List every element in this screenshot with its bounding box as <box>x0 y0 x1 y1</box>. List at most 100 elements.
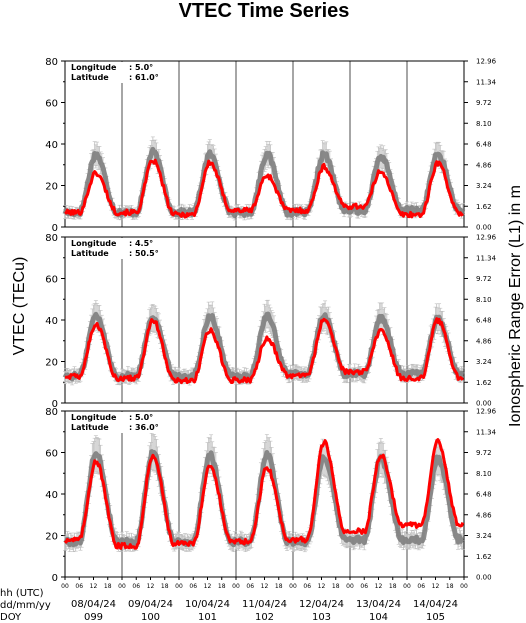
y-tick-label: 60 <box>45 99 58 110</box>
longitude-label: Longitude <box>71 63 117 72</box>
hour-tick-label: 00 <box>118 583 126 590</box>
doy-label: 103 <box>312 612 331 623</box>
hour-tick-label: 18 <box>446 583 454 590</box>
longitude-value: : 5.0° <box>129 63 153 72</box>
longitude-value: : 4.5° <box>129 239 153 248</box>
y2-tick-label: 3.24 <box>476 182 492 190</box>
y2-tick-label: 11.34 <box>476 254 497 262</box>
hour-tick-label: 12 <box>90 583 98 590</box>
station-info-box <box>66 62 168 83</box>
hour-tick-label: 06 <box>417 583 425 590</box>
hour-tick-label: 12 <box>318 583 326 590</box>
y2-tick-label: 12.96 <box>476 408 497 416</box>
date-label: 14/04/24 <box>413 599 458 610</box>
y-tick-label: 40 <box>45 316 58 327</box>
panel-frame <box>64 60 465 228</box>
latitude-label: Latitude <box>71 249 109 258</box>
doy-label: 099 <box>84 612 103 623</box>
hour-tick-label: 18 <box>275 583 283 590</box>
hour-tick-label: 06 <box>75 583 83 590</box>
hour-tick-label: 18 <box>218 583 226 590</box>
chart-title: VTEC Time Series <box>179 0 350 22</box>
y2-tick-label: 0.00 <box>476 400 492 408</box>
longitude-label: Longitude <box>71 413 117 422</box>
y-tick-label: 0 <box>52 399 58 410</box>
panels-group: 0 20 40 60 80 0.00 1.62 3.24 4.86 6.48 8.10 9.72 11.… <box>45 57 496 584</box>
y2-tick-label: 6.48 <box>476 141 492 149</box>
hour-tick-label: 12 <box>147 583 155 590</box>
latitude-label: Latitude <box>71 423 109 432</box>
doy-label: 102 <box>255 612 274 623</box>
y-tick-label: 40 <box>45 490 58 501</box>
hour-tick-label: 18 <box>104 583 112 590</box>
hh-row-label: hh (UTC) <box>0 588 44 599</box>
date-label: 08/04/24 <box>71 599 116 610</box>
y2-tick-label: 4.86 <box>476 337 492 345</box>
doy-label: 101 <box>198 612 217 623</box>
current-series <box>63 438 465 550</box>
station-info-box <box>66 238 168 259</box>
date-row-label: dd/mm/yy <box>0 600 51 611</box>
y2-tick-label: 4.86 <box>476 511 492 519</box>
longitude-label: Longitude <box>71 239 117 248</box>
y-tick-label: 20 <box>45 182 58 193</box>
y2-tick-label: 0.00 <box>476 574 492 582</box>
hour-tick-label: 00 <box>61 583 69 590</box>
panel-frame <box>64 410 465 578</box>
bottom-axis-group: hh (UTC) dd/mm/yy DOY 00 06 12 18 08/04/24 09… <box>0 577 468 623</box>
date-label: 10/04/24 <box>185 599 230 610</box>
y2-tick-label: 8.10 <box>476 120 492 128</box>
hour-tick-label: 12 <box>204 583 212 590</box>
panel-1: 0 20 40 60 80 0.00 1.62 3.24 4.86 6.48 8.10 9.72 11.… <box>45 57 496 234</box>
y2-tick-label: 4.86 <box>476 161 492 169</box>
y-axis-label: VTEC (TECu) <box>11 257 28 356</box>
y2-tick-label: 1.62 <box>476 553 492 561</box>
doy-label: 104 <box>369 612 388 623</box>
y2-tick-label: 9.72 <box>476 99 492 107</box>
hour-tick-label: 06 <box>189 583 197 590</box>
hour-tick-label: 00 <box>232 583 240 590</box>
hour-tick-label: 12 <box>432 583 440 590</box>
doy-row-label: DOY <box>0 612 22 623</box>
hour-tick-label: 12 <box>375 583 383 590</box>
date-label: 09/04/24 <box>128 599 173 610</box>
current-series <box>64 158 464 219</box>
y2-tick-label: 8.10 <box>476 296 492 304</box>
y-tick-label: 80 <box>45 57 58 68</box>
y2-tick-label: 11.34 <box>476 428 497 436</box>
y-tick-label: 80 <box>45 233 58 244</box>
y2-tick-label: 1.62 <box>476 203 492 211</box>
reference-series <box>63 449 465 548</box>
date-label: 13/04/24 <box>356 599 401 610</box>
y2-tick-label: 9.72 <box>476 275 492 283</box>
y2-axis-label: Ionospheric Range Error (L1) in m <box>507 185 524 427</box>
y-tick-label: 60 <box>45 449 58 460</box>
y2-tick-label: 8.10 <box>476 470 492 478</box>
hour-tick-label: 06 <box>360 583 368 590</box>
y2-tick-label: 11.34 <box>476 78 497 86</box>
panel-3: 0 20 40 60 80 0.00 1.62 3.24 4.86 6.48 8.10 9.72 11.… <box>45 407 496 584</box>
hour-tick-label: 18 <box>332 583 340 590</box>
hour-tick-label: 06 <box>303 583 311 590</box>
doy-label: 100 <box>141 612 160 623</box>
current-series <box>64 317 465 385</box>
hour-tick-label: 00 <box>289 583 297 590</box>
hour-tick-label: 00 <box>460 583 468 590</box>
y2-tick-label: 3.24 <box>476 358 492 366</box>
y-tick-label: 20 <box>45 358 58 369</box>
hour-tick-label: 00 <box>346 583 354 590</box>
hour-tick-label: 00 <box>403 583 411 590</box>
latitude-value: : 61.0° <box>129 73 159 82</box>
y2-tick-label: 3.24 <box>476 532 492 540</box>
y-tick-label: 0 <box>52 573 58 584</box>
station-info: Longitude: 5.0° Latitude: 61.0° <box>66 62 168 83</box>
y-tick-label: 20 <box>45 532 58 543</box>
y2-tick-label: 9.72 <box>476 449 492 457</box>
date-label: 12/04/24 <box>299 599 344 610</box>
panel-2: 0 20 40 60 80 0.00 1.62 3.24 4.86 6.48 8.10 9.72 11.… <box>45 233 496 410</box>
y2-tick-label: 0.00 <box>476 224 492 232</box>
hour-tick-label: 06 <box>132 583 140 590</box>
station-info: Longitude: 4.5° Latitude: 50.5° <box>66 238 168 259</box>
y2-tick-label: 12.96 <box>476 58 497 66</box>
